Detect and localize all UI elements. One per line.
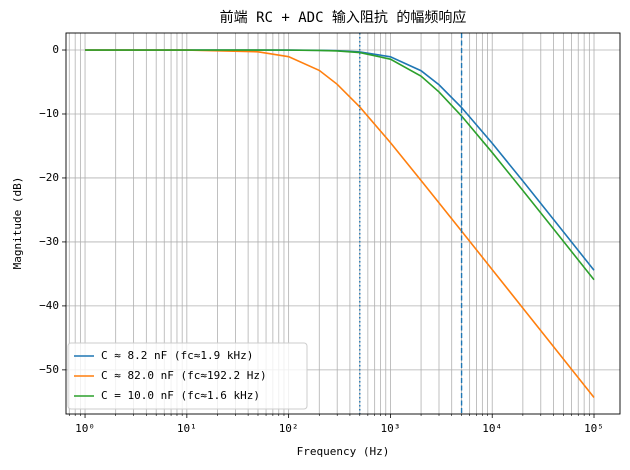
legend-label: C = 10.0 nF (fc≈1.6 kHz) — [101, 389, 260, 402]
y-tick-label: −50 — [39, 363, 59, 376]
y-tick-label: 0 — [52, 43, 59, 56]
series-line — [85, 49, 595, 271]
y-axis-label: Magnitude (dB) — [11, 177, 24, 270]
y-tick-label: −20 — [39, 171, 59, 184]
x-tick-label: 10³ — [380, 422, 400, 435]
series-line — [85, 49, 595, 281]
legend-label: C ≈ 82.0 nF (fc≈192.2 Hz) — [101, 369, 267, 382]
y-tick-label: −30 — [39, 235, 59, 248]
x-tick-label: 10⁵ — [584, 422, 604, 435]
y-tick-label: −10 — [39, 107, 59, 120]
x-tick-label: 10⁴ — [482, 422, 502, 435]
y-tick-label: −40 — [39, 299, 59, 312]
legend-box — [67, 342, 308, 410]
x-tick-label: 10⁰ — [75, 422, 95, 435]
series-line — [85, 49, 595, 398]
x-axis-label: Frequency (Hz) — [297, 445, 390, 458]
chart-title: 前端 RC + ADC 输入阻抗 的幅频响应 — [220, 9, 467, 26]
plot-frame — [65, 32, 621, 415]
x-tick-label: 10¹ — [177, 422, 197, 435]
legend-label: C ≈ 8.2 nF (fc≈1.9 kHz) — [101, 349, 253, 362]
x-tick-label: 10² — [279, 422, 299, 435]
